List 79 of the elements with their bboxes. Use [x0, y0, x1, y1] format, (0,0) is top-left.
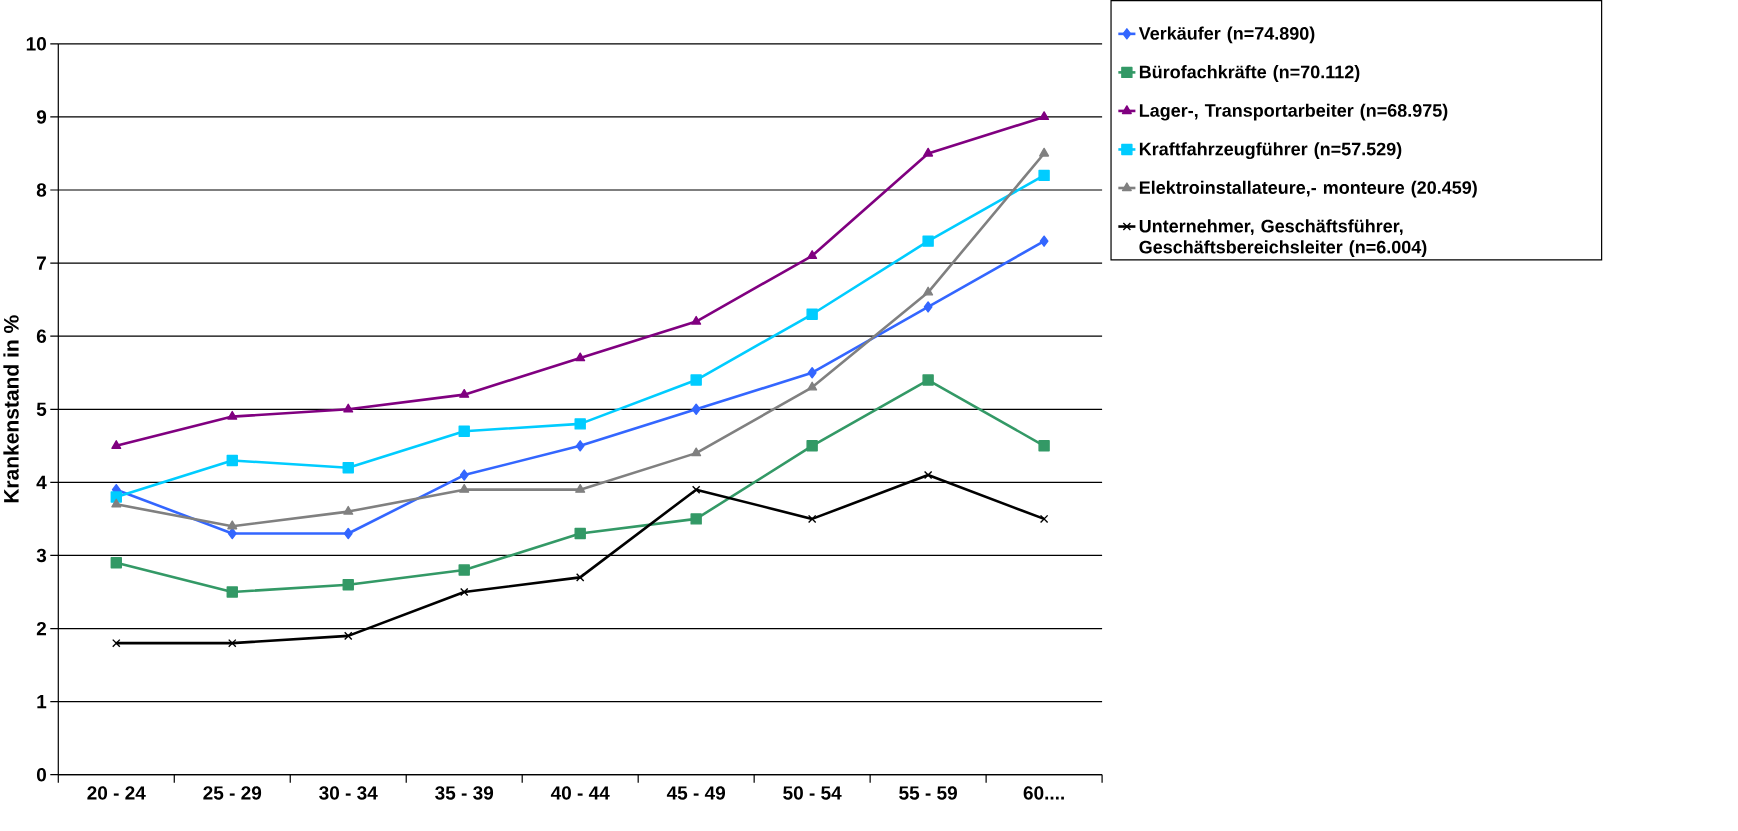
- point: [343, 527, 353, 540]
- point: [343, 506, 354, 515]
- y-tick-label: 8: [36, 183, 47, 197]
- x-tick-label: 45 - 49: [666, 786, 726, 800]
- y-tick-label: 2: [36, 622, 46, 636]
- y-tick-label: 7: [37, 256, 46, 270]
- point: [691, 403, 701, 416]
- y-tick-label: 6: [36, 329, 47, 344]
- point: [807, 250, 818, 260]
- point: [574, 527, 586, 540]
- point: [923, 286, 934, 296]
- point: [342, 579, 354, 591]
- x-tick-label: 40 - 44: [550, 786, 610, 800]
- point: [458, 564, 470, 576]
- point: [575, 484, 586, 494]
- x-tick-label: 50 - 54: [783, 786, 842, 800]
- point: [459, 484, 470, 494]
- point: [459, 587, 469, 597]
- x-tick-label: 20 - 24: [87, 786, 146, 800]
- y-tick-label: 4: [36, 475, 47, 490]
- point: [228, 639, 237, 648]
- point: [226, 454, 238, 467]
- point: [342, 462, 354, 474]
- point: [690, 513, 702, 525]
- point: [1038, 169, 1050, 182]
- point: [1039, 235, 1049, 248]
- x-tick-label: 55 - 59: [899, 786, 957, 800]
- point: [111, 498, 122, 508]
- x-tick-label: 30 - 34: [319, 786, 378, 800]
- y-axis-title: Krankenstand in %: [3, 315, 19, 503]
- point: [1039, 147, 1050, 157]
- point: [691, 447, 702, 457]
- y-tick-label: 9: [36, 110, 47, 124]
- legend-label: Elektroinstallateure,- monteure (20.459): [1139, 180, 1477, 198]
- legend-label: Verkäufer (n=74.890): [1138, 26, 1315, 44]
- legend-label: Kraftfahrzeugführer (n=57.529): [1139, 142, 1402, 160]
- point: [923, 147, 934, 157]
- point: [575, 440, 585, 452]
- point: [806, 440, 818, 452]
- point: [227, 520, 238, 530]
- point: [807, 381, 818, 391]
- point: [110, 557, 122, 569]
- point: [111, 440, 122, 450]
- y-tick-label: 0: [36, 768, 46, 782]
- point: [806, 308, 818, 321]
- point: [574, 418, 586, 430]
- point: [458, 425, 470, 438]
- point: [691, 485, 701, 495]
- point: [344, 631, 353, 641]
- point: [690, 374, 702, 386]
- x-tick-label: 35 - 39: [435, 786, 494, 800]
- legend-label: Bürofachkräfte (n=70.112): [1139, 65, 1360, 83]
- point: [343, 403, 354, 413]
- point: [575, 352, 586, 362]
- point: [922, 374, 934, 386]
- point: [226, 586, 238, 598]
- point: [923, 470, 933, 480]
- point: [110, 491, 122, 503]
- y-tick-label: 5: [36, 402, 47, 417]
- point: [807, 514, 817, 524]
- legend-label: Lager-, Transportarbeiter (n=68.975): [1139, 103, 1448, 121]
- point: [459, 469, 469, 481]
- point: [923, 301, 933, 313]
- point: [575, 573, 585, 582]
- x-tick-label: 60....: [1023, 786, 1064, 800]
- point: [459, 389, 470, 398]
- y-tick-label: 3: [36, 548, 47, 563]
- point: [227, 411, 238, 420]
- y-tick-label: 1: [37, 695, 47, 709]
- x-tick-label: 25 - 29: [203, 786, 262, 800]
- point: [1038, 440, 1050, 452]
- point: [112, 639, 121, 648]
- point: [691, 316, 702, 325]
- y-tick-label: 10: [26, 37, 46, 51]
- point: [1039, 514, 1049, 524]
- legend-label: Unternehmer, Geschäftsführer, Geschäftsbereichsleiter (n=6.004): [1139, 219, 1427, 258]
- point: [922, 235, 934, 248]
- point: [807, 367, 817, 379]
- point: [1039, 111, 1050, 121]
